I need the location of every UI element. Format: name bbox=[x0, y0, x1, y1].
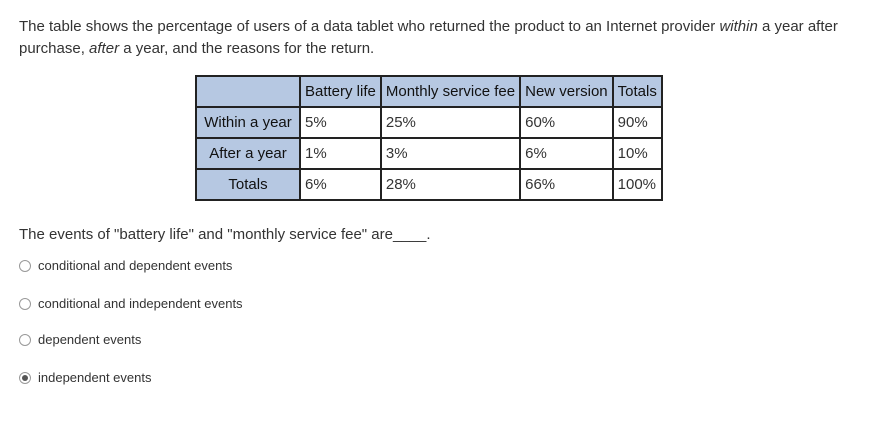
option-label: dependent events bbox=[38, 332, 142, 347]
row-header: Within a year bbox=[195, 106, 301, 139]
header-row: Battery life Monthly service fee New versi… bbox=[195, 75, 663, 108]
text-run: a year, and the reasons for the return. bbox=[119, 40, 375, 57]
table-row: Totals 6% 28% 66% 100% bbox=[195, 168, 663, 201]
intro-text: The table shows the percentage of users … bbox=[19, 16, 864, 60]
column-header: Monthly service fee bbox=[379, 75, 522, 108]
radio-button[interactable] bbox=[19, 297, 31, 310]
table-cell: 1% bbox=[299, 137, 382, 170]
question-text: The events of "battery life" and "monthl… bbox=[19, 226, 431, 243]
radio-button[interactable] bbox=[19, 259, 31, 272]
radio-button[interactable] bbox=[19, 333, 31, 346]
table-cell: 3% bbox=[379, 137, 522, 170]
table-row: After a year 1% 3% 6% 10% bbox=[195, 137, 663, 170]
answer-option[interactable]: independent events bbox=[19, 370, 151, 385]
table-cell: 60% bbox=[519, 106, 614, 139]
answer-option[interactable]: conditional and independent events bbox=[19, 296, 243, 311]
option-label: conditional and independent events bbox=[38, 296, 243, 311]
row-header: Totals bbox=[195, 168, 301, 201]
column-header: Totals bbox=[611, 75, 663, 108]
table-row: Within a year 5% 25% 60% 90% bbox=[195, 106, 663, 139]
row-header: After a year bbox=[195, 137, 301, 170]
table-cell: 28% bbox=[379, 168, 522, 201]
corner-cell bbox=[195, 75, 301, 108]
answer-option[interactable]: conditional and dependent events bbox=[19, 258, 232, 273]
text-run: a year after purchase, bbox=[19, 18, 838, 57]
emphasis: after bbox=[89, 40, 120, 57]
option-label: independent events bbox=[38, 370, 152, 385]
answer-option[interactable]: dependent events bbox=[19, 332, 141, 347]
table-cell: 66% bbox=[519, 168, 614, 201]
data-table: Battery life Monthly service fee New versi… bbox=[195, 75, 663, 201]
table-cell: 25% bbox=[379, 106, 522, 139]
table-cell: 10% bbox=[611, 137, 663, 170]
table-cell: 5% bbox=[299, 106, 382, 139]
table-cell: 90% bbox=[611, 106, 663, 139]
table-cell: 6% bbox=[299, 168, 382, 201]
column-header: Battery life bbox=[299, 75, 382, 108]
emphasis: within bbox=[719, 18, 758, 35]
option-label: conditional and dependent events bbox=[38, 258, 233, 273]
radio-button[interactable] bbox=[19, 371, 31, 384]
table-cell: 100% bbox=[611, 168, 663, 201]
text-run: The table shows the percentage of users … bbox=[19, 18, 720, 35]
table-cell: 6% bbox=[519, 137, 614, 170]
column-header: New version bbox=[519, 75, 614, 108]
